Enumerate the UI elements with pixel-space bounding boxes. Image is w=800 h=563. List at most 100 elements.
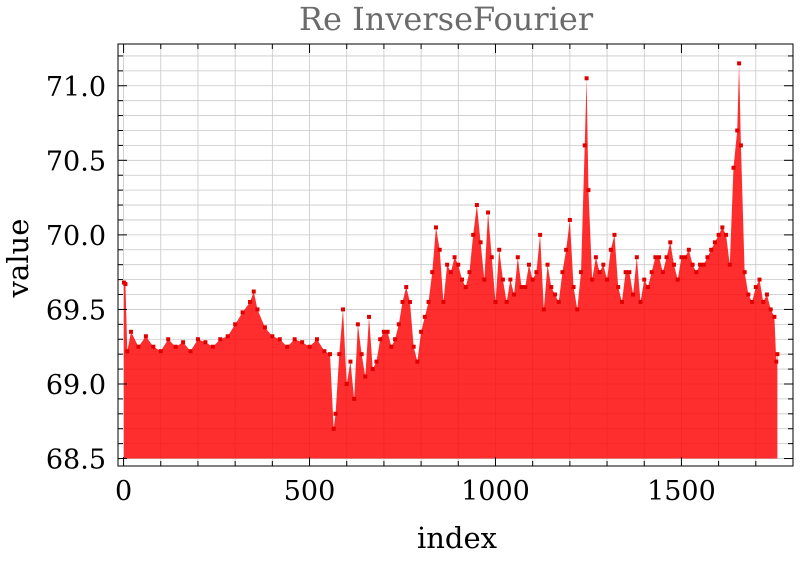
data-point xyxy=(534,270,539,275)
data-point xyxy=(400,299,405,304)
data-point xyxy=(363,374,368,379)
y-tick-label: 70.5 xyxy=(46,146,106,177)
data-point xyxy=(584,76,589,81)
data-point xyxy=(601,262,606,267)
data-point xyxy=(508,277,513,282)
chart-title: Re InverseFourier xyxy=(299,0,594,38)
data-point xyxy=(774,359,779,364)
data-point xyxy=(456,262,461,267)
data-point xyxy=(716,232,721,237)
data-point xyxy=(415,359,420,364)
data-point xyxy=(136,344,141,349)
data-point xyxy=(772,314,777,319)
data-point xyxy=(694,270,699,275)
data-point xyxy=(526,262,531,267)
data-point xyxy=(482,277,487,282)
data-point xyxy=(705,255,710,260)
data-point xyxy=(727,262,732,267)
data-point xyxy=(512,292,517,297)
data-point xyxy=(307,344,312,349)
data-point xyxy=(370,367,375,372)
data-point xyxy=(233,322,238,327)
data-point xyxy=(374,359,379,364)
data-point xyxy=(396,322,401,327)
data-point xyxy=(519,285,524,290)
data-point xyxy=(322,349,327,354)
data-point xyxy=(486,210,491,215)
data-point xyxy=(653,255,658,260)
data-point xyxy=(359,352,364,357)
data-point xyxy=(407,299,412,304)
data-point xyxy=(385,329,390,334)
data-point xyxy=(645,285,650,290)
data-point xyxy=(631,292,636,297)
data-point xyxy=(582,143,587,148)
x-tick-label: 1000 xyxy=(461,476,530,507)
data-point xyxy=(333,411,338,416)
x-axis-label: index xyxy=(417,521,497,555)
data-point xyxy=(378,337,383,342)
data-point xyxy=(657,255,662,260)
data-point xyxy=(151,344,156,349)
data-point xyxy=(586,188,591,193)
data-point xyxy=(426,299,431,304)
data-point xyxy=(331,426,336,431)
data-point xyxy=(433,225,438,230)
y-tick-label: 68.5 xyxy=(46,445,106,476)
data-point xyxy=(367,314,372,319)
data-point xyxy=(597,270,602,275)
data-point xyxy=(593,255,598,260)
data-point xyxy=(660,270,665,275)
data-point xyxy=(571,285,576,290)
data-point xyxy=(478,240,483,245)
data-point xyxy=(737,61,742,66)
data-point xyxy=(567,217,572,222)
data-point xyxy=(158,349,163,354)
data-point xyxy=(541,307,546,312)
data-point xyxy=(530,277,535,282)
x-tick-label: 1500 xyxy=(647,476,716,507)
data-point xyxy=(590,277,595,282)
data-point xyxy=(240,310,245,315)
data-point xyxy=(123,282,128,287)
data-point xyxy=(277,337,282,342)
data-point xyxy=(731,165,736,170)
data-point xyxy=(497,247,502,252)
plot-frame xyxy=(117,43,794,467)
data-point xyxy=(255,307,260,312)
data-point xyxy=(746,292,751,297)
data-point xyxy=(327,352,332,357)
data-point xyxy=(612,232,617,237)
data-point xyxy=(292,337,297,342)
data-point xyxy=(579,270,584,275)
series-area xyxy=(123,63,778,459)
data-point xyxy=(419,329,424,334)
data-point xyxy=(188,349,193,354)
y-tick-label: 71.0 xyxy=(46,72,106,103)
data-point xyxy=(642,277,647,282)
data-point xyxy=(381,329,386,334)
data-point xyxy=(634,255,639,260)
data-point xyxy=(452,255,457,260)
data-point xyxy=(248,299,253,304)
data-point xyxy=(471,232,476,237)
x-tick-label: 500 xyxy=(284,476,336,507)
data-point xyxy=(493,299,498,304)
data-point xyxy=(605,277,610,282)
data-point xyxy=(575,307,580,312)
data-point xyxy=(348,359,353,364)
data-point xyxy=(300,340,305,345)
data-point xyxy=(698,262,703,267)
data-point xyxy=(679,255,684,260)
data-point xyxy=(341,307,345,312)
data-point xyxy=(616,285,621,290)
data-point xyxy=(448,270,453,275)
data-point xyxy=(549,285,554,290)
data-point xyxy=(210,344,215,349)
data-point xyxy=(352,396,357,401)
data-point xyxy=(463,285,468,290)
y-axis-label: value xyxy=(1,219,35,299)
data-point xyxy=(735,128,740,133)
data-point xyxy=(125,349,130,354)
data-point xyxy=(538,232,543,237)
